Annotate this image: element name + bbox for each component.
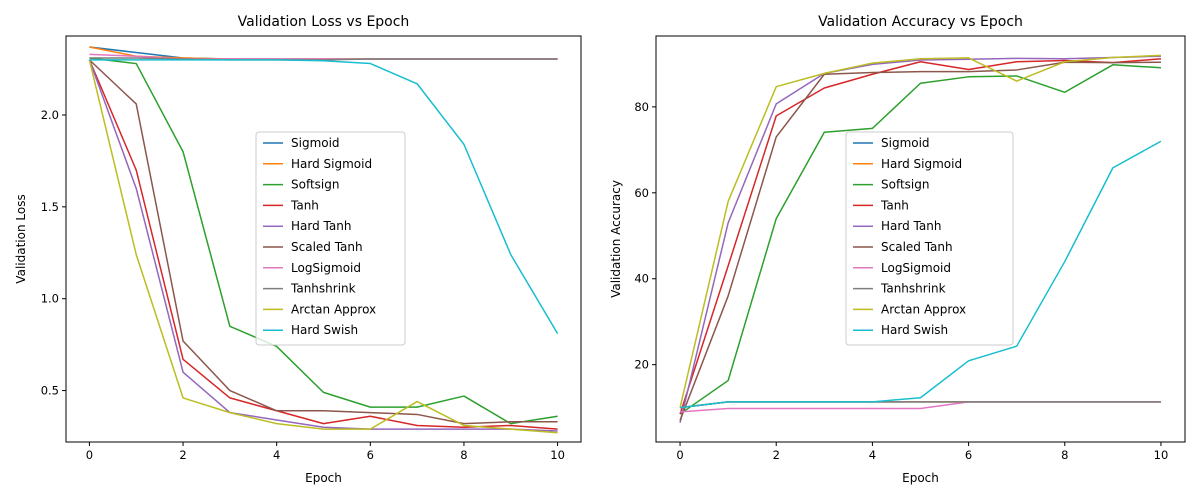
loss-legend-label-hard-tanh: Hard Tanh <box>291 219 351 233</box>
accuracy-series-line-hard-tanh <box>679 55 1161 423</box>
accuracy-x-tick-label: 10 <box>1154 448 1169 462</box>
accuracy-legend-label-logsigmoid: LogSigmoid <box>881 261 951 275</box>
loss-y-tick-label: 1.5 <box>41 200 59 214</box>
loss-legend-label-tanh: Tanh <box>290 198 319 212</box>
accuracy-y-tick-label: 20 <box>634 358 649 372</box>
loss-legend-label-hard-sigmoid: Hard Sigmoid <box>291 157 372 171</box>
loss-series-line-hard-tanh <box>88 59 558 432</box>
accuracy-series-line-scaled-tanh <box>679 61 1161 421</box>
loss-legend-label-logsigmoid: LogSigmoid <box>291 261 361 275</box>
accuracy-x-axis-label: Epoch <box>902 471 939 485</box>
loss-x-tick-label: 6 <box>367 448 374 462</box>
accuracy-legend-label-tanh: Tanh <box>880 198 909 212</box>
accuracy-x-tick-label: 8 <box>1061 448 1068 462</box>
accuracy-plot-frame <box>655 35 1186 443</box>
loss-legend-label-sigmoid: Sigmoid <box>291 136 340 150</box>
loss-x-tick-label: 10 <box>550 448 565 462</box>
accuracy-legend-label-hard-tanh: Hard Tanh <box>881 219 941 233</box>
loss-series-line-softsign <box>89 57 558 425</box>
accuracy-legend-label-hard-sigmoid: Hard Sigmoid <box>881 157 962 171</box>
loss-legend: Sigmoid Hard Sigmoid Softsign Tanh Hard Tanh… <box>255 131 406 346</box>
loss-legend-label-scaled-tanh: Scaled Tanh <box>291 240 363 254</box>
accuracy-legend-label-hard-swish: Hard Swish <box>881 323 948 337</box>
accuracy-legend-label-scaled-tanh: Scaled Tanh <box>881 240 953 254</box>
loss-axis-ticks: 0 2 4 6 8 10 0.5 1.0 1.5 2.0 <box>41 108 565 462</box>
loss-x-axis-label: Epoch <box>305 471 342 485</box>
accuracy-legend-label-tanhshrink: Tanhshrink <box>880 282 946 296</box>
accuracy-series-line-arctan-approx <box>679 54 1161 408</box>
loss-x-tick-label: 0 <box>86 448 93 462</box>
accuracy-axis-ticks: 0 2 4 6 8 10 20 40 60 80 <box>634 100 1168 462</box>
accuracy-x-tick-label: 2 <box>773 448 780 462</box>
loss-x-tick-label: 2 <box>179 448 186 462</box>
accuracy-chart-title: Validation Accuracy vs Epoch <box>818 14 1023 30</box>
accuracy-legend-label-softsign: Softsign <box>881 178 930 192</box>
accuracy-x-tick-label: 0 <box>676 448 683 462</box>
loss-legend-label-tanhshrink: Tanhshrink <box>290 282 356 296</box>
accuracy-x-tick-label: 6 <box>965 448 972 462</box>
accuracy-chart-panel: Validation Accuracy vs Epoch Epoch Valid… <box>609 14 1186 485</box>
accuracy-legend-label-sigmoid: Sigmoid <box>881 136 930 150</box>
loss-series-line-arctan-approx <box>88 59 558 434</box>
loss-legend-label-hard-swish: Hard Swish <box>291 323 358 337</box>
accuracy-x-tick-label: 4 <box>869 448 876 462</box>
loss-y-tick-label: 1.0 <box>41 292 59 306</box>
accuracy-y-tick-label: 40 <box>634 272 649 286</box>
loss-series-lines <box>88 46 559 434</box>
loss-series-line-scaled-tanh <box>88 59 558 425</box>
loss-legend-box <box>255 131 406 346</box>
accuracy-legend-box <box>845 131 1014 346</box>
loss-legend-label-softsign: Softsign <box>291 178 340 192</box>
accuracy-y-tick-label: 80 <box>634 100 649 114</box>
accuracy-legend: Sigmoid Hard Sigmoid Softsign Tanh Hard Tanh… <box>845 131 1014 346</box>
accuracy-series-line-softsign <box>679 64 1161 415</box>
accuracy-series-line-tanh <box>679 58 1162 415</box>
accuracy-legend-label-arctan-approx: Arctan Approx <box>881 302 966 316</box>
accuracy-y-tick-label: 60 <box>634 186 649 200</box>
accuracy-series-lines <box>679 54 1162 423</box>
accuracy-series-line-hard-swish <box>679 140 1162 409</box>
loss-y-tick-label: 0.5 <box>41 384 59 398</box>
accuracy-y-axis-label: Validation Accuracy <box>609 180 623 298</box>
loss-y-tick-label: 2.0 <box>41 108 59 122</box>
loss-chart-panel: Validation Loss vs Epoch Epoch Validatio… <box>14 14 582 485</box>
loss-y-axis-label: Validation Loss <box>14 194 28 283</box>
loss-plot-frame <box>65 35 582 443</box>
loss-legend-label-arctan-approx: Arctan Approx <box>291 302 376 316</box>
loss-x-tick-label: 8 <box>460 448 467 462</box>
loss-chart-title: Validation Loss vs Epoch <box>238 14 410 30</box>
loss-x-tick-label: 4 <box>273 448 280 462</box>
loss-series-line-hard-swish <box>89 59 559 334</box>
loss-series-line-tanhshrink <box>89 57 558 61</box>
